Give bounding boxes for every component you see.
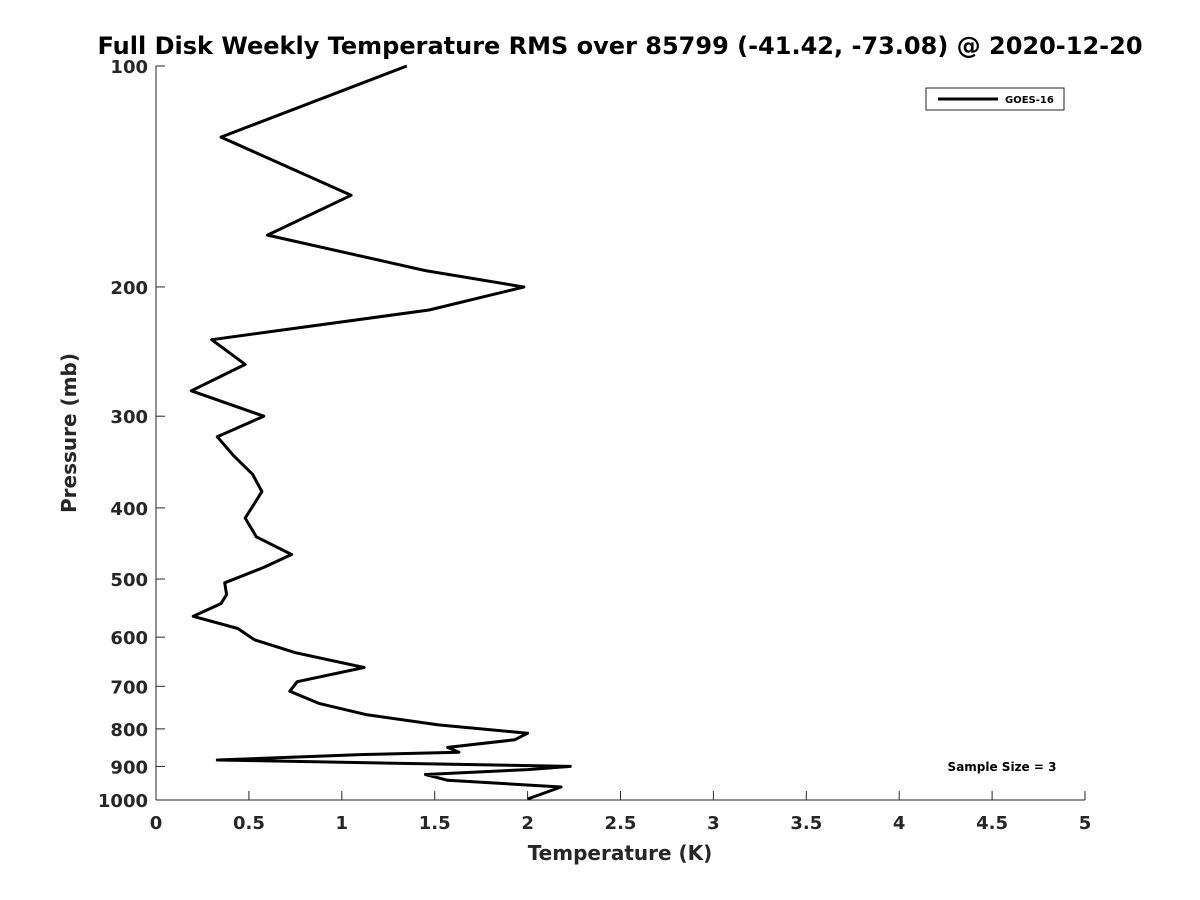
x-axis-label: Temperature (K)	[528, 841, 713, 865]
sample-size-annotation: Sample Size = 3	[948, 760, 1057, 774]
x-tick-label: 4.5	[976, 813, 1008, 834]
y-tick-label: 100	[110, 57, 148, 78]
y-tick-label: 700	[110, 677, 148, 698]
y-tick-label: 600	[110, 628, 148, 649]
legend-label: GOES-16	[1005, 95, 1054, 106]
x-tick-label: 0	[150, 813, 163, 834]
y-ticks: 100 200 300 400 500 600 700 800 900 1000	[98, 57, 165, 812]
y-tick-label: 400	[110, 499, 148, 520]
y-tick-label: 300	[110, 407, 148, 428]
x-tick-label: 1	[336, 813, 349, 834]
series-line	[189, 64, 572, 801]
y-tick-label: 800	[110, 720, 148, 741]
legend: GOES-16	[925, 87, 1065, 111]
y-tick-label: 900	[110, 757, 148, 778]
x-tick-label: 2.5	[605, 813, 637, 834]
chart-title: Full Disk Weekly Temperature RMS over 85…	[97, 32, 1142, 60]
x-tick-label: 4	[893, 813, 906, 834]
y-tick-label: 200	[110, 278, 148, 299]
x-tick-label: 2	[521, 813, 534, 834]
x-tick-label: 0.5	[233, 813, 265, 834]
x-tick-label: 3.5	[790, 813, 822, 834]
x-ticks: 0 0.5 1 1.5 2 2.5 3 3.5 4 4.5 5	[150, 791, 1092, 834]
series-layer	[189, 64, 572, 801]
plot-area: 0 0.5 1 1.5 2 2.5 3 3.5 4 4.5 5 100 200 300 400 500 600…	[98, 57, 1091, 834]
x-tick-label: 3	[707, 813, 720, 834]
y-tick-label: 1000	[98, 791, 148, 812]
x-tick-label: 1.5	[419, 813, 451, 834]
y-axis-label: Pressure (mb)	[57, 353, 81, 513]
x-tick-label: 5	[1079, 813, 1092, 834]
y-tick-label: 500	[110, 570, 148, 591]
